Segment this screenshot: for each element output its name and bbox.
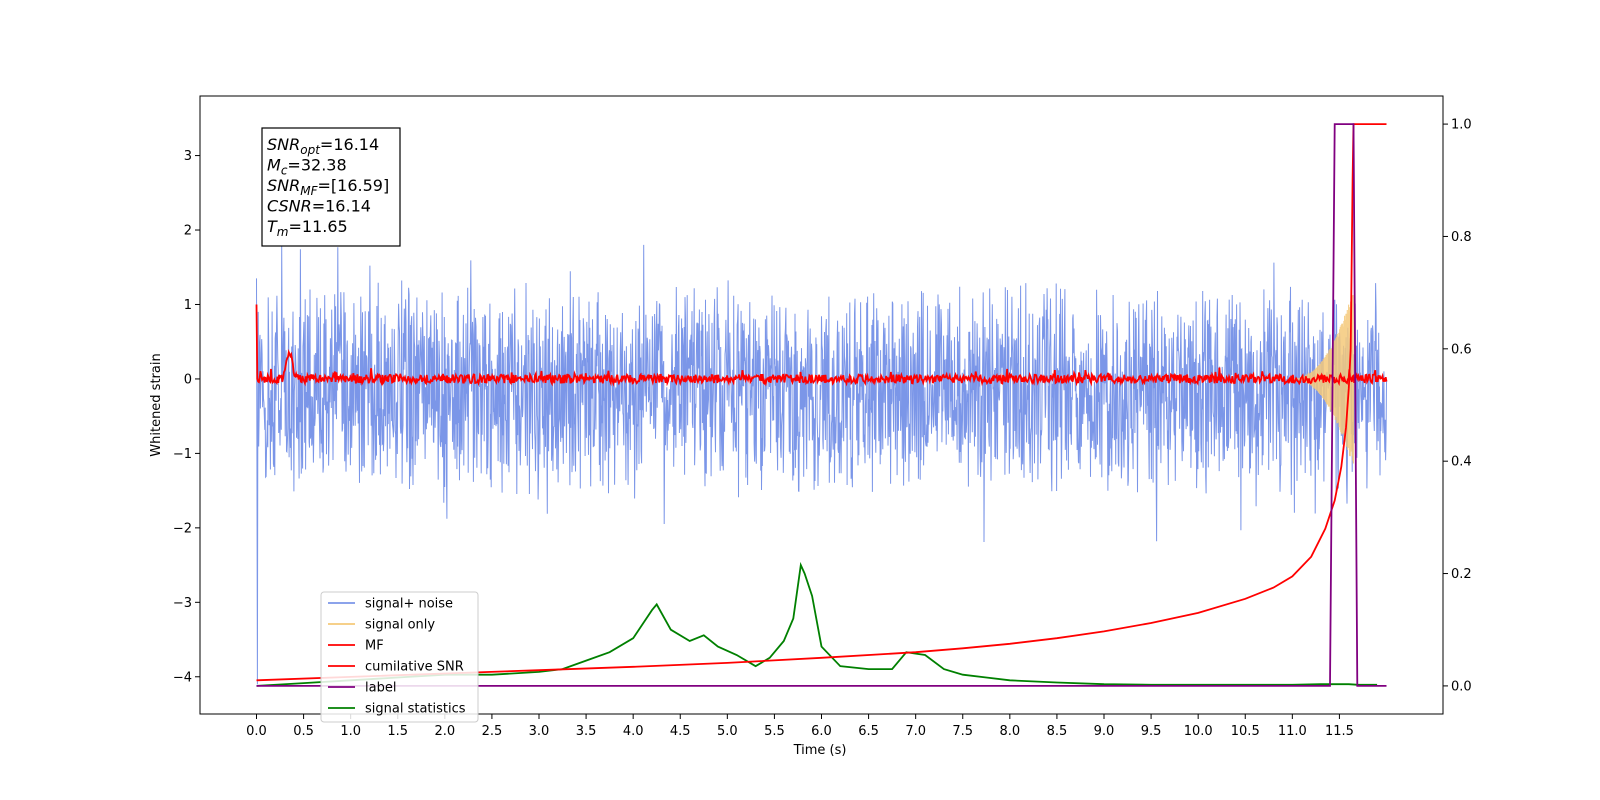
- stat-symbol: SNR: [267, 135, 300, 154]
- series-signal-statistics-line: [256, 561, 1378, 687]
- stat-value: =16.14: [320, 135, 379, 154]
- x-tick-label: 0.5: [293, 724, 314, 739]
- stat-value: =16.14: [312, 197, 371, 216]
- y-tick-label: −4: [173, 670, 192, 685]
- legend-label: signal only: [365, 618, 435, 633]
- stat-symbol: M: [267, 156, 281, 175]
- x-tick-label: 9.5: [1141, 724, 1162, 739]
- y-tick-label: −2: [173, 521, 192, 536]
- y2-tick-label: 0.8: [1451, 230, 1472, 245]
- legend-label: label: [365, 681, 396, 696]
- stat-subscript: opt: [300, 143, 321, 157]
- series-mf-line: [255, 304, 1388, 387]
- x-tick-label: 7.5: [952, 724, 973, 739]
- x-tick-label: 0.0: [246, 724, 267, 739]
- series-signal-noise-line: [256, 244, 1387, 685]
- stat-subscript: c: [281, 164, 288, 178]
- y2-tick-label: 1.0: [1451, 118, 1472, 133]
- x-tick-label: 5.5: [764, 724, 785, 739]
- x-tick-label: 3.5: [576, 724, 597, 739]
- y-tick-label: −1: [173, 447, 192, 462]
- stat-subscript: m: [277, 225, 289, 239]
- x-axis: 0.0 0.5 1.0 1.5 2.0 2.5 3.0 3.5 4.0 4.5 5.0 5.5 6.0 6…: [246, 714, 1354, 739]
- stat-line: SNRopt=16.14: [267, 135, 379, 157]
- x-tick-label: 2.5: [482, 724, 503, 739]
- y2-tick-label: 0.4: [1451, 455, 1472, 470]
- x-tick-label: 7.0: [905, 724, 926, 739]
- y-tick-label: 1: [184, 298, 192, 313]
- x-tick-label: 10.0: [1184, 724, 1213, 739]
- stat-subscript: MF: [300, 184, 318, 198]
- series-layer: [255, 123, 1388, 687]
- y2-tick-label: 0.0: [1451, 679, 1472, 694]
- y-tick-label: 2: [184, 224, 192, 239]
- stat-line: SNRMF=[16.59]: [267, 176, 389, 198]
- series-cumulative-snr-line: [256, 123, 1387, 682]
- stat-line: Mc=32.38: [267, 156, 347, 178]
- legend-label: MF: [365, 639, 384, 654]
- x-tick-label: 8.5: [1047, 724, 1068, 739]
- stat-symbol: SNR: [267, 176, 300, 195]
- legend: signal+ noise signal only MF cumilative SNR…: [320, 591, 479, 723]
- x-tick-label: 1.0: [340, 724, 361, 739]
- stat-value: =11.65: [288, 217, 347, 236]
- y-axis-label: Whitened strain: [149, 353, 164, 456]
- x-tick-label: 5.0: [717, 724, 738, 739]
- x-tick-label: 4.5: [670, 724, 691, 739]
- legend-label: signal statistics: [365, 702, 466, 717]
- x-tick-label: 8.0: [999, 724, 1020, 739]
- y-axis: 3 2 1 0 −1 −2 −3 −4: [173, 149, 200, 685]
- legend-label: cumilative SNR: [365, 660, 464, 675]
- stats-box: SNRopt=16.14Mc=32.38SNRMF=[16.59]CSNR=16…: [261, 127, 401, 247]
- stat-value: =[16.59]: [318, 176, 390, 195]
- y-tick-label: 0: [184, 372, 192, 387]
- stat-symbol: T: [267, 217, 278, 236]
- stat-line: Tm=11.65: [267, 217, 348, 239]
- y-tick-label: −3: [173, 596, 192, 611]
- series-label-line: [256, 123, 1387, 687]
- x-tick-label: 10.5: [1231, 724, 1260, 739]
- x-tick-label: 4.0: [623, 724, 644, 739]
- y2-tick-label: 0.6: [1451, 342, 1472, 357]
- x-tick-label: 6.5: [858, 724, 879, 739]
- x-tick-label: 3.0: [529, 724, 550, 739]
- y2-axis: 1.0 0.8 0.6 0.4 0.2 0.0: [1443, 118, 1472, 694]
- x-tick-label: 9.0: [1094, 724, 1115, 739]
- x-tick-label: 1.5: [387, 724, 408, 739]
- stat-value: =32.38: [287, 156, 346, 175]
- stat-line: CSNR=16.14: [267, 197, 371, 216]
- x-tick-label: 11.5: [1325, 724, 1354, 739]
- x-axis-label: Time (s): [793, 743, 847, 758]
- legend-label: signal+ noise: [365, 597, 453, 612]
- x-tick-label: 2.0: [434, 724, 455, 739]
- stats-box-frame: [261, 127, 401, 247]
- legend-frame: [320, 591, 479, 723]
- x-tick-label: 11.0: [1278, 724, 1307, 739]
- y-tick-label: 3: [184, 149, 192, 164]
- x-tick-label: 6.0: [811, 724, 832, 739]
- stat-symbol: CSNR: [267, 197, 312, 216]
- y2-tick-label: 0.2: [1451, 567, 1472, 582]
